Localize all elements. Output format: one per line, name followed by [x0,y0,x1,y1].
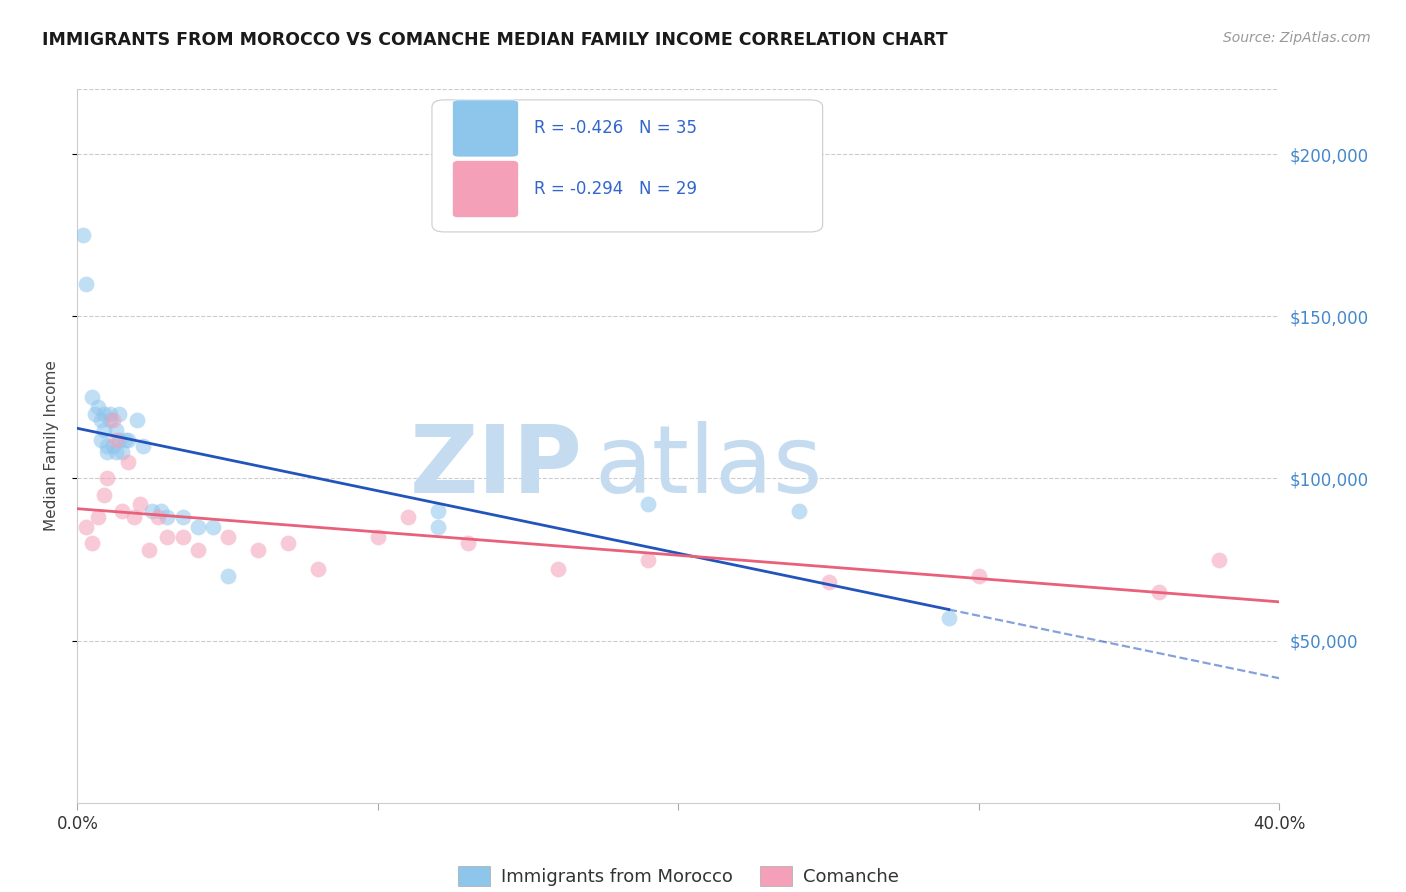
Point [172,530,194,544]
Point [100,407,122,421]
Point [124,510,146,524]
Point [1208,552,1230,566]
Point [156,530,179,544]
Text: Source: ZipAtlas.com: Source: ZipAtlas.com [1223,31,1371,45]
Point [396,510,419,524]
Legend: Immigrants from Morocco, Comanche: Immigrants from Morocco, Comanche [450,858,907,892]
Point [172,510,194,524]
Point [141,504,163,518]
Point [1149,585,1171,599]
Point [114,433,136,447]
Point [217,530,239,544]
Point [427,504,450,518]
Point [277,536,299,550]
Text: R = -0.426   N = 35: R = -0.426 N = 35 [534,120,697,137]
Point [150,504,173,518]
Point [103,439,125,453]
Point [93,423,115,437]
FancyBboxPatch shape [453,100,519,157]
Text: atlas: atlas [595,421,823,514]
Text: R = -0.294   N = 29: R = -0.294 N = 29 [534,180,697,198]
Point [547,562,569,576]
Point [367,530,389,544]
Point [75,277,97,291]
Point [132,439,155,453]
Point [117,433,139,447]
Point [87,400,110,414]
Point [427,520,450,534]
Point [111,445,134,459]
Point [148,510,170,524]
Point [108,433,131,447]
Point [217,568,239,582]
Point [967,568,990,582]
Text: IMMIGRANTS FROM MOROCCO VS COMANCHE MEDIAN FAMILY INCOME CORRELATION CHART: IMMIGRANTS FROM MOROCCO VS COMANCHE MEDI… [42,31,948,49]
Point [108,407,131,421]
Point [96,471,118,485]
Point [96,439,118,453]
Point [90,413,112,427]
Point [75,520,97,534]
Point [84,407,107,421]
Point [82,536,104,550]
Point [87,510,110,524]
Point [307,562,329,576]
Point [637,497,659,511]
Point [93,488,115,502]
Y-axis label: Median Family Income: Median Family Income [44,360,59,532]
Point [938,611,960,625]
Point [111,504,134,518]
FancyBboxPatch shape [432,100,823,232]
Point [105,423,128,437]
Point [457,536,479,550]
Point [156,510,179,524]
Point [100,413,122,427]
Text: ZIP: ZIP [409,421,582,514]
Point [201,520,224,534]
Point [82,390,104,404]
Point [138,542,160,557]
Point [117,455,139,469]
Point [187,520,209,534]
Point [72,228,94,243]
Point [127,413,149,427]
Point [129,497,152,511]
Point [246,542,269,557]
Point [93,407,115,421]
Point [96,445,118,459]
Point [637,552,659,566]
Point [105,433,128,447]
Point [90,433,112,447]
Point [817,575,839,590]
FancyBboxPatch shape [453,161,519,218]
Point [787,504,810,518]
Point [105,445,128,459]
Point [103,413,125,427]
Point [187,542,209,557]
